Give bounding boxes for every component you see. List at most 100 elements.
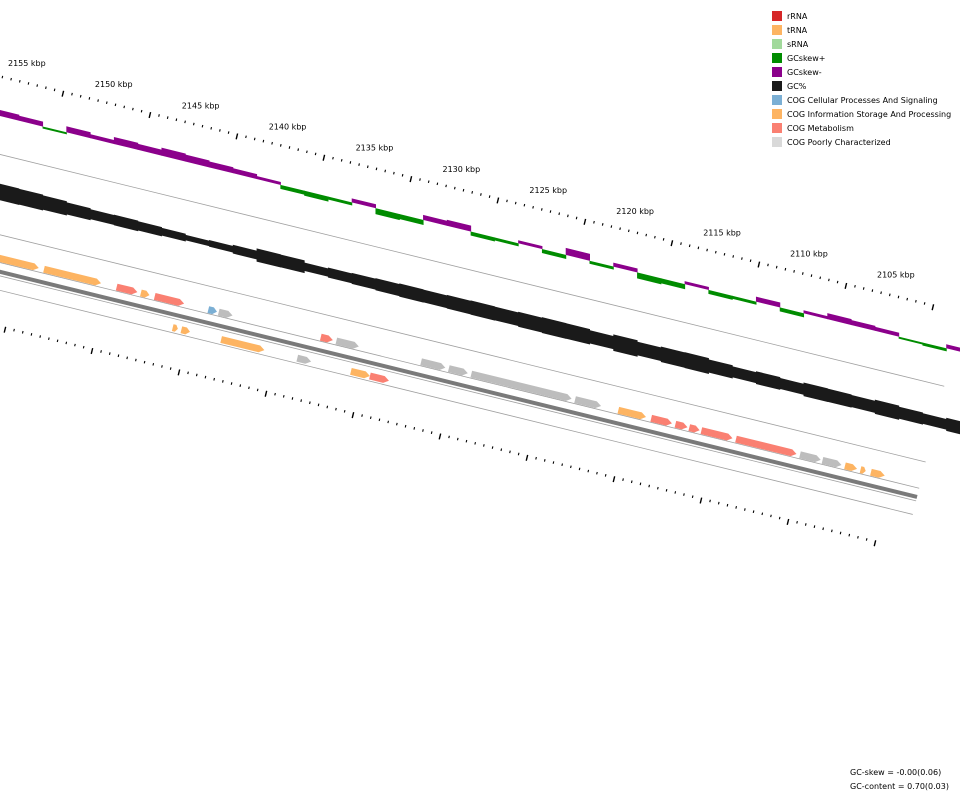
inner-scale-tick: [343, 409, 346, 413]
scale-ticks: [1, 75, 935, 547]
gc-skew-bar: [351, 198, 376, 209]
gc-content-bar: [327, 267, 353, 284]
scale-tick: [854, 284, 856, 288]
gene-arrow: [420, 358, 446, 370]
gc-skew-bar: [541, 249, 567, 260]
scale-tick: [375, 167, 378, 171]
inner-scale-tick: [369, 416, 372, 420]
inner-scale-tick: [317, 403, 320, 407]
gc-content-bar: [66, 202, 91, 221]
scale-tick: [71, 92, 73, 96]
stats-panel: GC-skew = -0.00(0.06) GC-content = 0.70(…: [850, 766, 949, 794]
gene-arrow: [335, 337, 359, 349]
gene-arrow: [296, 354, 312, 364]
inner-scale-tick: [604, 474, 607, 477]
gc-skew-bar: [946, 344, 960, 352]
inner-scale-tick: [561, 463, 563, 467]
legend-swatch: [772, 25, 782, 35]
legend-label: GCskew+: [787, 53, 826, 63]
inner-scale-tick: [169, 367, 172, 370]
legend-item: COG Poorly Characterized: [772, 135, 951, 149]
gc-content-bar: [946, 417, 960, 435]
inner-scale-tick: [404, 424, 407, 428]
scale-tick: [436, 182, 439, 186]
gc-skew-bar: [327, 196, 353, 206]
gc-skew-bar: [209, 161, 234, 174]
scale-tick: [384, 169, 387, 173]
gc-content-bar: [375, 278, 400, 297]
inner-scale-tick: [143, 360, 146, 364]
inner-scale-tick: [100, 350, 102, 353]
scale-tick: [627, 229, 630, 233]
guide-line: [0, 154, 945, 387]
inner-scale-tick: [204, 375, 207, 379]
inner-scale-tick: [709, 499, 711, 503]
feature-track: [0, 254, 885, 478]
scale-tick: [358, 163, 360, 166]
scale-tick: [253, 137, 256, 141]
inner-scale-tick: [622, 478, 624, 481]
inner-scale-tick: [56, 339, 59, 343]
inner-scale-tick: [778, 516, 781, 520]
gc-content-bar: [589, 330, 614, 350]
scale-tick: [506, 199, 508, 203]
gc-skew-stat: GC-skew = -0.00(0.06): [850, 768, 942, 777]
inner-scale-tick: [525, 454, 529, 461]
gc-content-bar: [470, 300, 495, 321]
scale-tick: [784, 267, 787, 271]
scale-tick: [427, 180, 430, 184]
scale-tick: [706, 248, 708, 252]
inner-scale-tick: [848, 533, 851, 537]
scale-tick: [636, 231, 639, 235]
scale-tick: [775, 265, 778, 269]
scale-tick: [306, 150, 308, 154]
inner-scale-tick: [691, 495, 694, 499]
gene-arrow: [821, 456, 842, 468]
gc-skew-bar: [423, 214, 448, 226]
scale-tick: [688, 244, 691, 248]
scale-label: 2115 kbp: [703, 228, 741, 237]
inner-scale-tick: [509, 450, 511, 454]
scale-tick: [409, 176, 413, 183]
scale-tick: [340, 158, 343, 162]
scale-tick: [332, 156, 334, 160]
scale-tick: [540, 208, 543, 211]
gc-content-bar: [399, 283, 424, 303]
scale-tick: [288, 146, 291, 149]
scale-tick: [567, 214, 569, 218]
gc-skew-bar: [565, 247, 591, 261]
scale-tick: [619, 227, 621, 231]
inner-scale-tick: [152, 362, 155, 366]
scale-tick: [322, 154, 326, 161]
gc-content-bar: [684, 352, 709, 374]
scale-tick: [793, 270, 795, 273]
inner-scale-tick: [126, 356, 128, 360]
scale-tick: [79, 94, 82, 98]
legend-label: COG Metabolism: [787, 123, 854, 133]
scale-tick: [897, 295, 900, 299]
scale-tick: [140, 109, 143, 113]
legend-label: tRNA: [787, 25, 808, 35]
gc-content-bar: [755, 371, 781, 390]
scale-tick: [166, 116, 169, 119]
inner-scale-tick: [857, 535, 859, 539]
inner-scale-tick: [596, 471, 598, 475]
legend-swatch: [772, 81, 782, 91]
gc-skew-bar: [470, 231, 495, 242]
scale-tick: [393, 171, 395, 175]
inner-scale-tick: [195, 373, 198, 377]
gc-skew-bar: [874, 326, 900, 337]
inner-scale-tick: [612, 476, 616, 483]
inner-scale-tick: [657, 486, 659, 490]
legend-label: rRNA: [787, 11, 808, 21]
legend-item: COG Information Storage And Processing: [772, 107, 951, 121]
scale-tick: [210, 126, 213, 130]
gc-skew-bar: [18, 115, 44, 127]
inner-scale-tick: [74, 343, 76, 347]
legend-swatch: [772, 109, 782, 119]
gc-skew-bar: [304, 190, 329, 202]
inner-scale-tick: [117, 354, 120, 358]
gc-content-bar: [304, 262, 329, 277]
scale-tick: [175, 118, 178, 122]
inner-scale-tick: [813, 525, 816, 528]
